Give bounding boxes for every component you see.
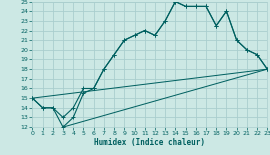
- X-axis label: Humidex (Indice chaleur): Humidex (Indice chaleur): [94, 138, 205, 147]
